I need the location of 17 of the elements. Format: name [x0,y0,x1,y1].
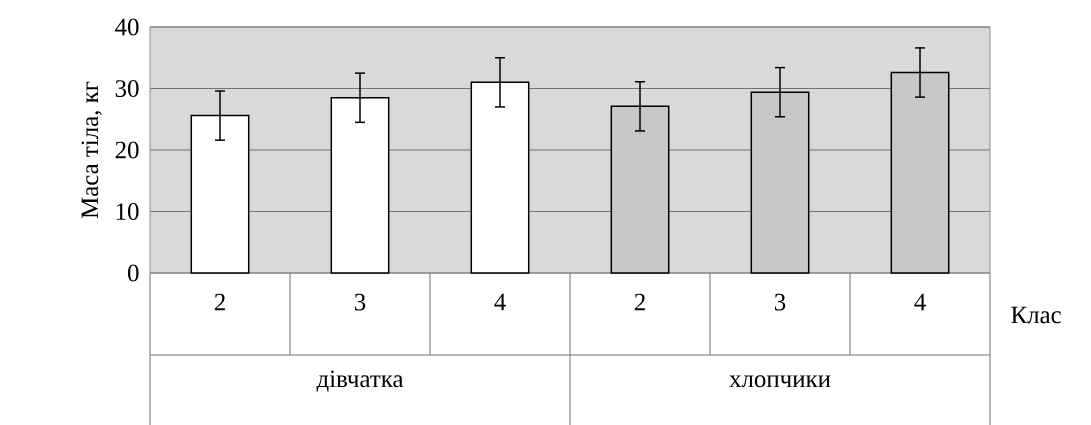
y-axis-title: Маса тіла, кг [81,81,102,219]
y-tick-label: 0 [128,264,139,282]
y-tick-label: 30 [115,80,139,97]
y-tick-label: 40 [115,18,139,36]
bar [610,105,670,274]
x-tick-label: 2 [214,293,225,311]
bar [470,81,530,274]
text: дівчатка [316,370,404,392]
y-tick-label: 20 [115,141,139,159]
x-tick-label: 3 [774,293,786,311]
x-tick-label: 4 [914,293,926,311]
y-tick-label: 10 [116,203,139,220]
text: хлопчики [729,375,831,388]
x-tick-label: 4 [494,293,506,311]
x-axis-title: Клас [1011,306,1061,324]
x-tick-label: 3 [354,293,366,311]
x-tick-label: 2 [634,293,645,311]
